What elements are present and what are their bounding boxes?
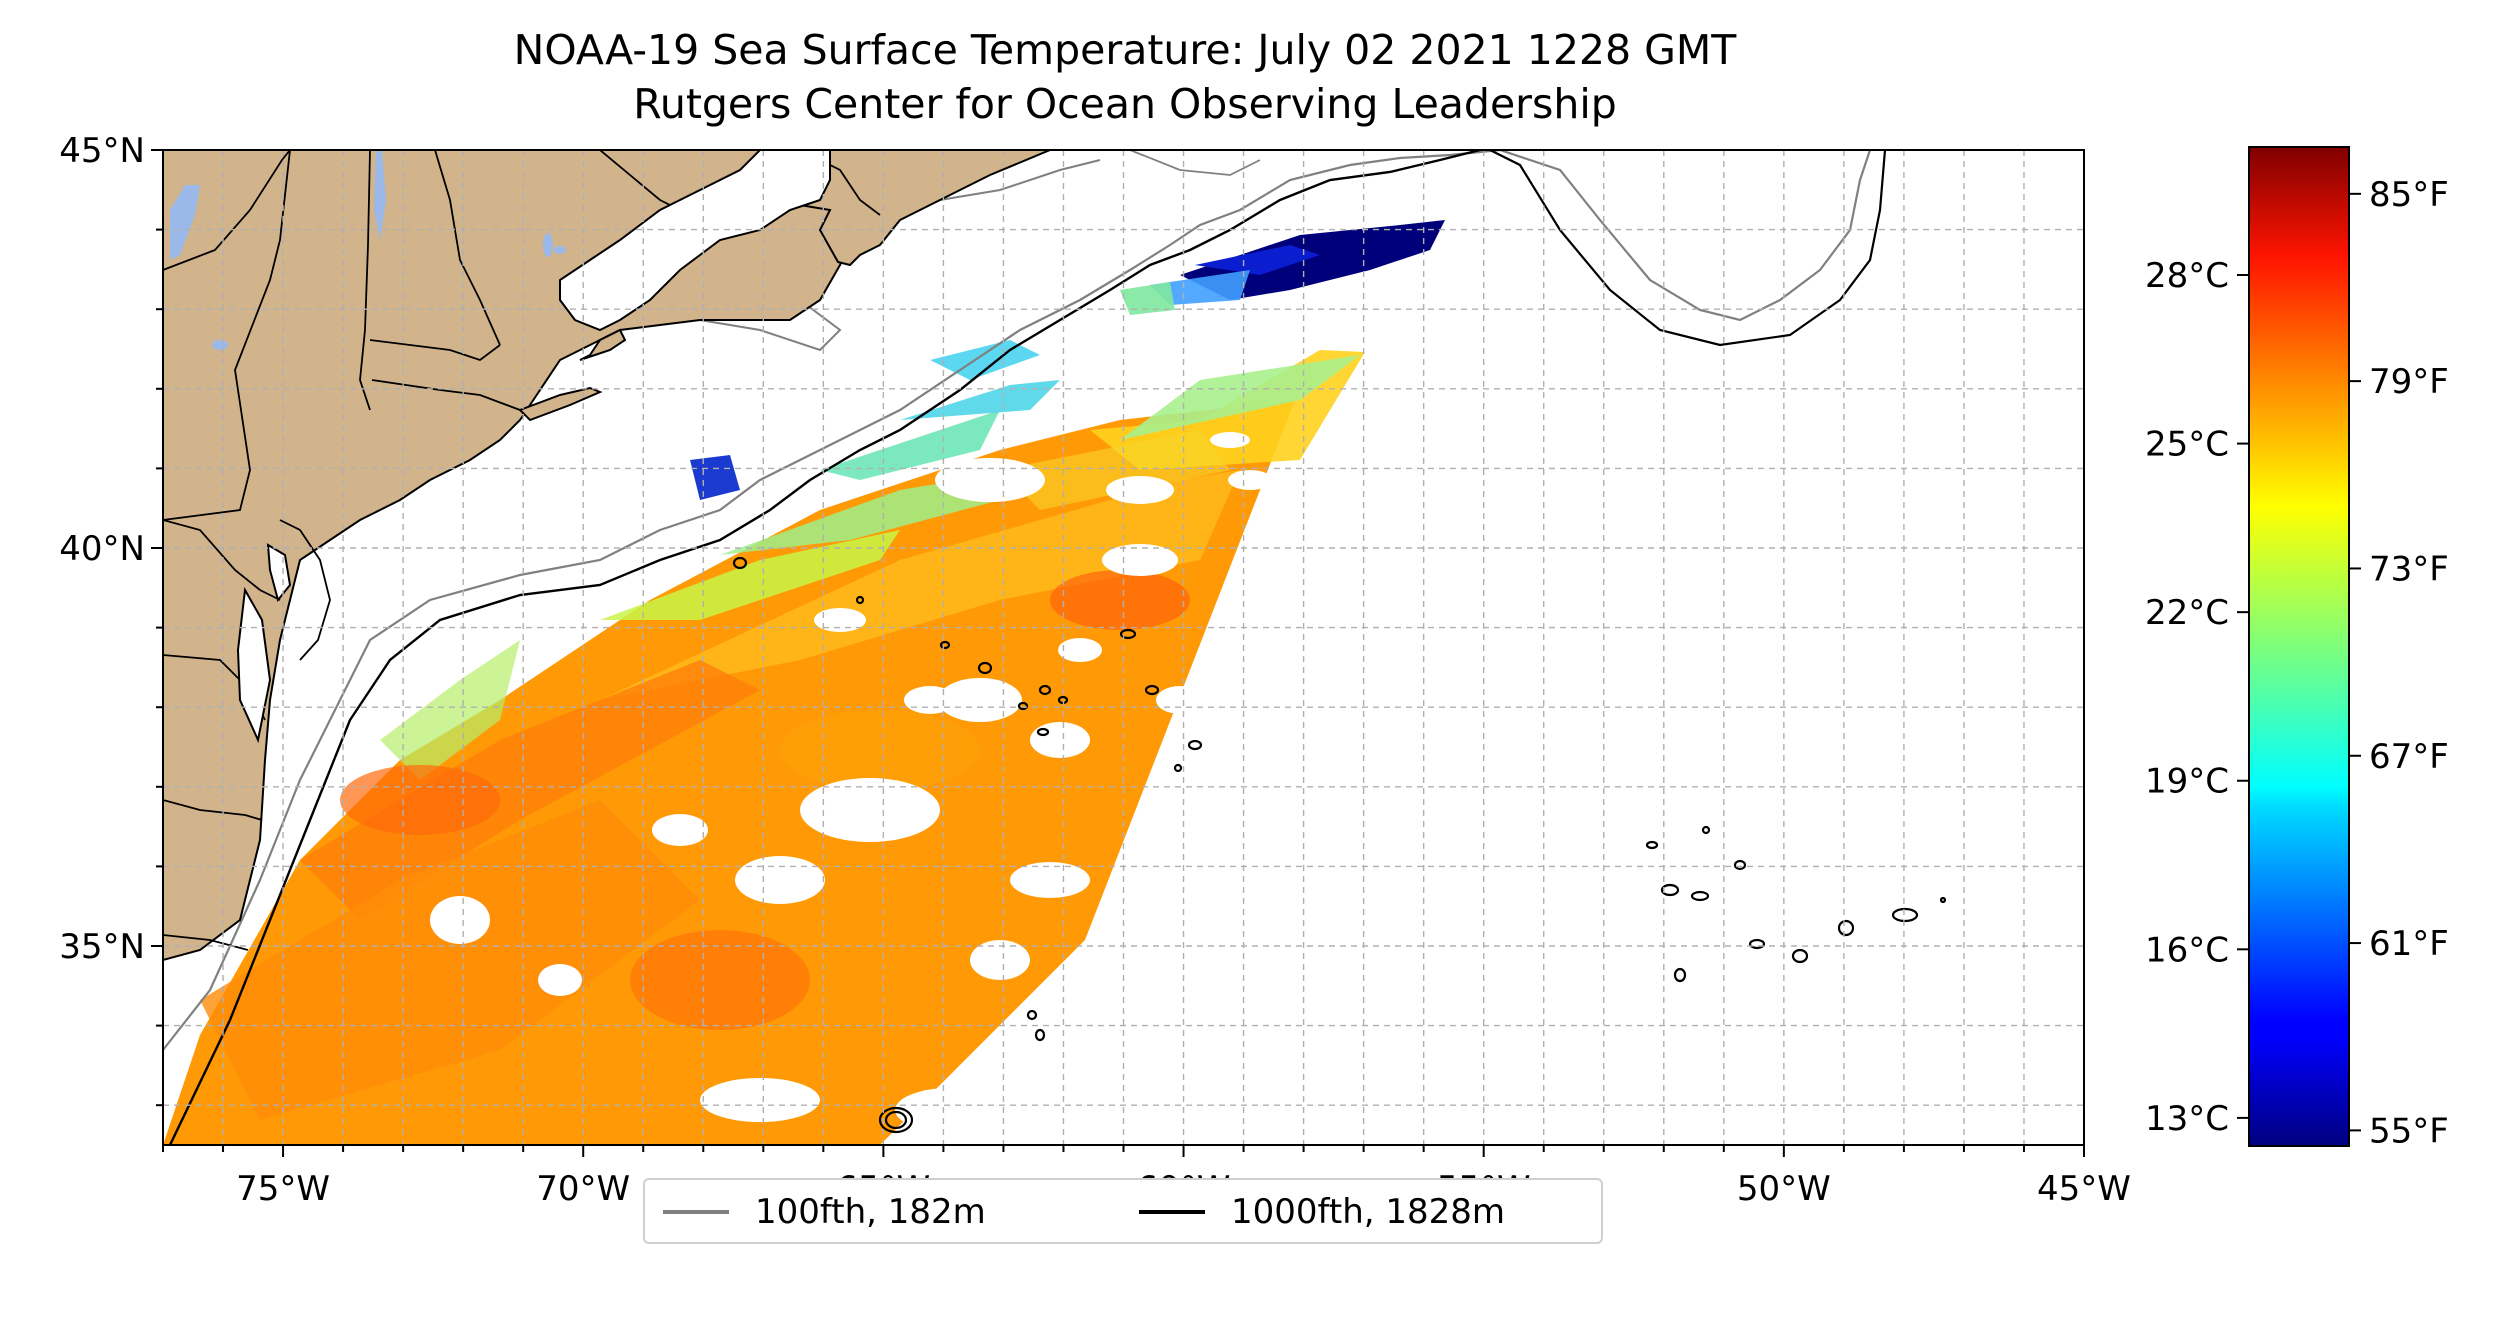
- lat-tick-label: 45°N: [59, 131, 145, 171]
- legend-item-1000fth: 1000fth, 1828m: [1139, 1190, 1505, 1234]
- celsius-tick-label: 28°C: [2145, 256, 2229, 296]
- seamount-contours: [732, 556, 1947, 1134]
- map-panel: [163, 150, 2084, 1145]
- fahrenheit-tick-label: 85°F: [2369, 175, 2449, 215]
- celsius-tick-label: 16°C: [2145, 930, 2229, 970]
- legend-label-100fth: 100fth, 182m: [755, 1192, 986, 1232]
- lat-tick-label: 35°N: [59, 927, 145, 967]
- latitude-axis: 35°N 40°N 45°N: [59, 131, 163, 1107]
- celsius-tick-label: 19°C: [2145, 762, 2229, 802]
- isobath-1000fth: [168, 150, 1481, 1145]
- fahrenheit-tick-label: 67°F: [2369, 737, 2449, 777]
- map-gridlines: [163, 150, 2084, 1145]
- legend-label-1000fth: 1000fth, 1828m: [1231, 1192, 1506, 1232]
- colorbar-celsius-axis: 28°C 25°C 22°C 19°C 16°C 13°C: [2145, 256, 2249, 1139]
- colorbar-fahrenheit-axis: 85°F 79°F 73°F 67°F 61°F 55°F: [2349, 175, 2449, 1151]
- lat-tick-label: 40°N: [59, 529, 145, 569]
- fahrenheit-tick-label: 73°F: [2369, 549, 2449, 589]
- fahrenheit-tick-label: 55°F: [2369, 1111, 2449, 1151]
- fahrenheit-tick-label: 79°F: [2369, 362, 2449, 402]
- map-title: NOAA-19 Sea Surface Temperature: July 02…: [513, 26, 1737, 74]
- lon-tick-label: 50°W: [1737, 1169, 1831, 1209]
- map-subtitle: Rutgers Center for Ocean Observing Leade…: [633, 80, 1617, 128]
- legend: 100fth, 182m 1000fth, 1828m: [643, 1178, 1603, 1244]
- colorbar: [2248, 146, 2350, 1147]
- gray-line-icon: [663, 1210, 729, 1214]
- sst-swath: [163, 220, 1445, 1145]
- black-line-icon: [1139, 1210, 1205, 1214]
- celsius-tick-label: 13°C: [2145, 1099, 2229, 1139]
- fahrenheit-tick-label: 61°F: [2369, 924, 2449, 964]
- celsius-tick-label: 22°C: [2145, 593, 2229, 633]
- celsius-tick-label: 25°C: [2145, 425, 2229, 465]
- lon-tick-label: 70°W: [536, 1169, 630, 1209]
- lon-tick-label: 45°W: [2037, 1169, 2131, 1209]
- lon-tick-label: 75°W: [236, 1169, 330, 1209]
- legend-item-100fth: 100fth, 182m: [663, 1190, 986, 1234]
